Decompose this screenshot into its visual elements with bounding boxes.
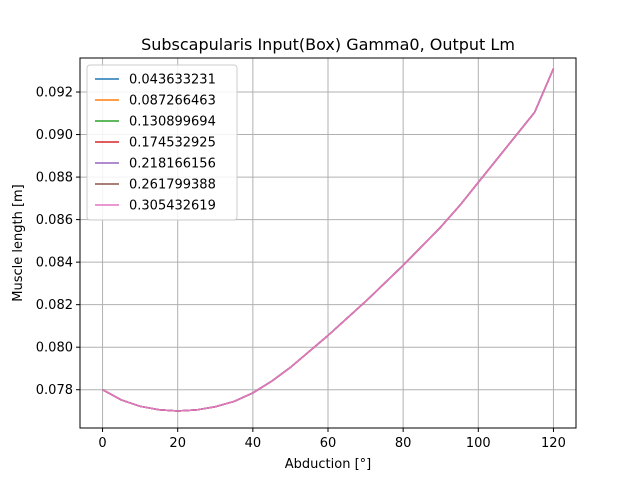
x-axis-ticks: 0 20 40 60 80 100 120: [98, 428, 566, 451]
legend-box: [86, 64, 238, 221]
legend-label: 0.261799388: [129, 178, 216, 193]
y-tick-label: 0.090: [36, 128, 73, 143]
y-tick-label: 0.092: [36, 86, 73, 101]
x-tick-label: 120: [541, 436, 566, 451]
legend-label: 0.130899694: [129, 115, 216, 130]
x-tick-label: 60: [320, 436, 337, 451]
y-tick-label: 0.084: [36, 256, 73, 271]
x-axis-title: Abduction [°]: [285, 457, 371, 472]
chart-title: Subscapularis Input(Box) Gamma0, Output …: [141, 35, 515, 54]
y-axis-ticks: 0.078 0.080 0.082 0.084 0.086 0.088 0.090 0.092: [36, 86, 80, 398]
y-tick-label: 0.078: [36, 383, 73, 398]
legend-label: 0.174532925: [129, 136, 216, 151]
x-tick-label: 100: [466, 436, 491, 451]
x-tick-label: 40: [245, 436, 262, 451]
series-line: [102, 68, 555, 412]
legend-label: 0.305432619: [129, 199, 216, 214]
y-tick-label: 0.082: [36, 298, 73, 313]
legend-label: 0.043633231: [129, 73, 216, 88]
y-tick-label: 0.088: [36, 171, 73, 186]
y-axis-title: Muscle length [m]: [11, 184, 26, 302]
series-lines: [102, 68, 555, 412]
x-tick-label: 80: [395, 436, 412, 451]
y-tick-label: 0.080: [36, 341, 73, 356]
x-tick-label: 20: [169, 436, 186, 451]
legend: 0.043633231 0.087266463 0.130899694 0.17453…: [86, 64, 238, 221]
legend-label: 0.087266463: [129, 94, 216, 109]
x-tick-label: 0: [98, 436, 106, 451]
y-tick-label: 0.086: [36, 213, 73, 228]
legend-label: 0.218166156: [129, 157, 216, 172]
